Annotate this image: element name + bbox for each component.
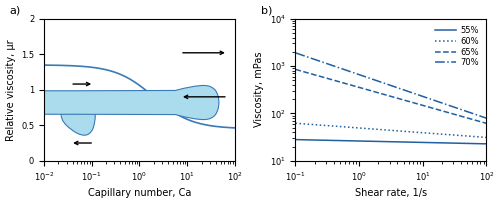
65% xyxy=(406,100,412,103)
Ellipse shape xyxy=(61,94,96,135)
60% xyxy=(293,122,299,124)
65% xyxy=(466,117,471,120)
55% xyxy=(454,142,460,144)
55% xyxy=(293,138,299,141)
Ellipse shape xyxy=(0,85,219,120)
60% xyxy=(410,131,416,133)
70% xyxy=(484,117,490,119)
X-axis label: Capillary number, Ca: Capillary number, Ca xyxy=(88,188,191,198)
70% xyxy=(466,111,471,113)
Y-axis label: Relative viscosity, μr: Relative viscosity, μr xyxy=(6,39,16,141)
Legend: 55%, 60%, 65%, 70%: 55%, 60%, 65%, 70% xyxy=(432,23,482,71)
Line: 65%: 65% xyxy=(296,69,486,123)
65% xyxy=(484,122,490,125)
55% xyxy=(406,141,412,143)
X-axis label: Shear rate, 1/s: Shear rate, 1/s xyxy=(355,188,427,198)
55% xyxy=(466,142,471,145)
Line: 70%: 70% xyxy=(296,53,486,118)
70% xyxy=(293,52,299,54)
60% xyxy=(406,130,411,133)
70% xyxy=(410,92,416,94)
65% xyxy=(410,101,416,104)
60% xyxy=(454,134,460,136)
55% xyxy=(484,143,490,145)
Text: b): b) xyxy=(261,6,272,16)
70% xyxy=(406,91,412,93)
55% xyxy=(292,138,298,141)
Y-axis label: Viscosity, mPas: Viscosity, mPas xyxy=(254,52,264,128)
65% xyxy=(406,100,411,103)
Line: 55%: 55% xyxy=(296,140,486,144)
Line: 60%: 60% xyxy=(296,123,486,137)
70% xyxy=(292,52,298,54)
60% xyxy=(466,135,471,137)
55% xyxy=(406,141,411,143)
70% xyxy=(406,90,411,93)
65% xyxy=(293,68,299,71)
70% xyxy=(454,107,460,109)
55% xyxy=(410,141,416,143)
60% xyxy=(406,131,412,133)
65% xyxy=(454,114,460,116)
65% xyxy=(292,68,298,71)
Text: a): a) xyxy=(10,6,21,16)
60% xyxy=(484,136,490,139)
60% xyxy=(292,122,298,124)
